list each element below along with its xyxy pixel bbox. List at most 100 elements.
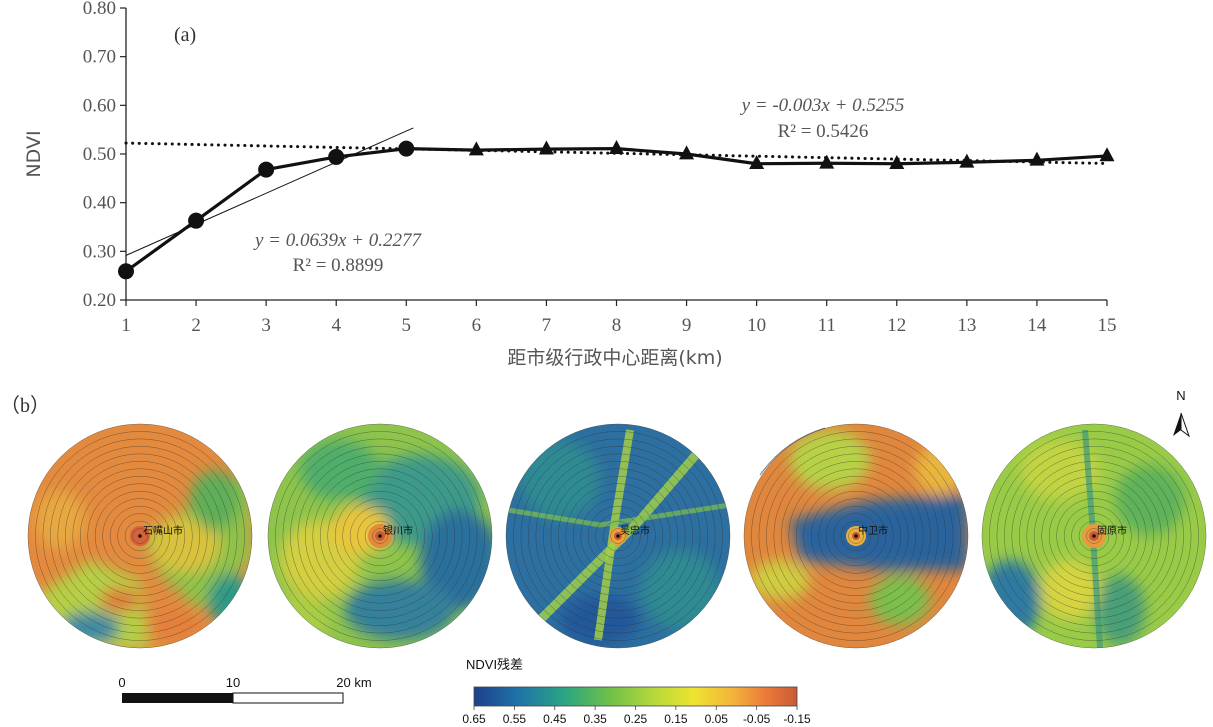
distance-ring xyxy=(364,520,396,552)
distance-ring xyxy=(35,431,245,641)
map-shizuishan: 石嘴山市 xyxy=(27,423,253,649)
x-tick-label: 12 xyxy=(887,315,906,336)
x-tick-label: 6 xyxy=(472,315,482,336)
trendline-1-equation: y = 0.0639x + 0.2277 xyxy=(253,230,423,251)
colorbar-tick-label: 0.55 xyxy=(503,712,527,726)
distance-ring xyxy=(587,505,649,567)
distance-ring xyxy=(803,483,909,589)
data-point-triangle xyxy=(959,153,975,168)
data-point-triangle xyxy=(468,141,484,156)
distance-ring xyxy=(796,476,916,596)
colorbar-tick-label: -0.15 xyxy=(783,712,811,726)
distance-ring xyxy=(535,453,701,619)
distance-ring xyxy=(996,438,1192,634)
distance-ring xyxy=(1011,453,1177,619)
distance-ring xyxy=(743,423,969,649)
colorbar-tick-label: 0.05 xyxy=(705,712,729,726)
x-tick-label: 13 xyxy=(957,315,976,336)
distance-ring xyxy=(124,520,156,552)
y-axis-title: NDVI xyxy=(23,130,45,177)
north-arrow-icon: N xyxy=(1173,388,1191,438)
distance-ring xyxy=(57,453,223,619)
x-tick-label: 14 xyxy=(1027,315,1047,336)
y-tick-label: 0.50 xyxy=(83,144,116,165)
distance-ring xyxy=(1063,505,1125,567)
x-tick-label: 9 xyxy=(682,315,692,336)
distance-ring xyxy=(275,431,485,641)
distance-ring xyxy=(788,468,924,604)
x-tick-label: 7 xyxy=(542,315,552,336)
distance-ring xyxy=(305,461,455,611)
distance-ring xyxy=(87,483,193,589)
distance-ring xyxy=(981,423,1207,649)
distance-ring xyxy=(327,483,433,589)
distance-ring xyxy=(94,490,186,582)
distance-ring xyxy=(117,513,163,559)
trendline-2 xyxy=(124,141,1109,165)
map-yinchuan: 银川市 xyxy=(267,423,493,649)
y-tick-label: 0.40 xyxy=(83,193,116,214)
trendline-1-r2: R² = 0.8899 xyxy=(293,255,384,276)
distance-ring xyxy=(312,468,448,604)
distance-ring xyxy=(1086,528,1102,544)
y-tick-label: 0.30 xyxy=(83,241,116,262)
distance-ring xyxy=(1019,461,1169,611)
colorbar-tick-label: 0.35 xyxy=(583,712,607,726)
distance-ring xyxy=(1048,490,1140,582)
distance-ring xyxy=(372,528,388,544)
distance-ring xyxy=(989,431,1199,641)
map-guyuan: 固原市 xyxy=(981,423,1207,649)
city-label: 石嘴山市 xyxy=(143,524,183,537)
distance-ring xyxy=(1026,468,1162,604)
x-axis-title: 距市级行政中心距离(km) xyxy=(507,347,722,369)
data-point-triangle xyxy=(1099,147,1115,162)
distance-ring xyxy=(520,438,716,634)
scale-bar: 0 10 20 km xyxy=(118,675,372,704)
north-label: N xyxy=(1176,388,1185,403)
distance-ring xyxy=(357,513,403,559)
data-point-circle xyxy=(328,148,345,165)
distance-ring xyxy=(349,505,411,567)
data-point-triangle xyxy=(679,145,695,160)
y-tick-label: 0.20 xyxy=(83,290,116,311)
colorbar-title: NDVI残差 xyxy=(466,657,523,672)
x-tick-label: 3 xyxy=(261,315,271,336)
distance-ring xyxy=(848,528,864,544)
colorbar-gradient xyxy=(473,686,798,707)
data-point-triangle xyxy=(609,139,624,154)
distance-ring xyxy=(572,490,664,582)
distance-ring xyxy=(758,438,954,634)
distance-ring xyxy=(334,490,426,582)
city-center-marker xyxy=(854,534,858,538)
trendline-2-equation: y = -0.003x + 0.5255 xyxy=(740,95,905,116)
y-tick-label: 0.80 xyxy=(83,0,116,19)
distance-ring xyxy=(550,468,686,604)
distance-ring xyxy=(558,476,678,596)
city-label: 吴忠市 xyxy=(620,524,650,537)
distance-ring xyxy=(833,513,879,559)
ndvi-distance-chart: 0.200.300.400.500.600.700.80 1 2 3 4 5 6 7 8 9 10… xyxy=(23,0,1117,369)
distance-ring xyxy=(781,461,931,611)
data-point-triangle xyxy=(538,140,554,155)
x-tick-label: 5 xyxy=(402,315,412,336)
colorbar-tick-label: 0.45 xyxy=(543,712,567,726)
colorbar-tick-label: 0.65 xyxy=(462,712,486,726)
city-center-marker xyxy=(616,534,620,538)
distance-ring xyxy=(602,520,634,552)
map-zhongwei: 中卫市 xyxy=(743,423,969,649)
distance-ring xyxy=(290,446,470,626)
distance-ring xyxy=(282,438,478,634)
distance-ring xyxy=(766,446,946,626)
distance-ring xyxy=(1071,513,1117,559)
distance-ring xyxy=(505,423,731,649)
colorbar: NDVI残差 0.65 0.55 0.45 0.35 0.25 0.15 0.05 -0.05… xyxy=(462,657,811,726)
distance-ring xyxy=(342,498,418,574)
distance-ring xyxy=(840,520,872,552)
x-tick-label: 2 xyxy=(191,315,201,336)
trendline-2-r2: R² = 0.5426 xyxy=(778,121,869,142)
panel-b-label: （b） xyxy=(0,394,50,417)
x-tick-label: 4 xyxy=(331,315,341,336)
distance-ring xyxy=(72,468,208,604)
x-tick-label: 1 xyxy=(121,315,131,336)
